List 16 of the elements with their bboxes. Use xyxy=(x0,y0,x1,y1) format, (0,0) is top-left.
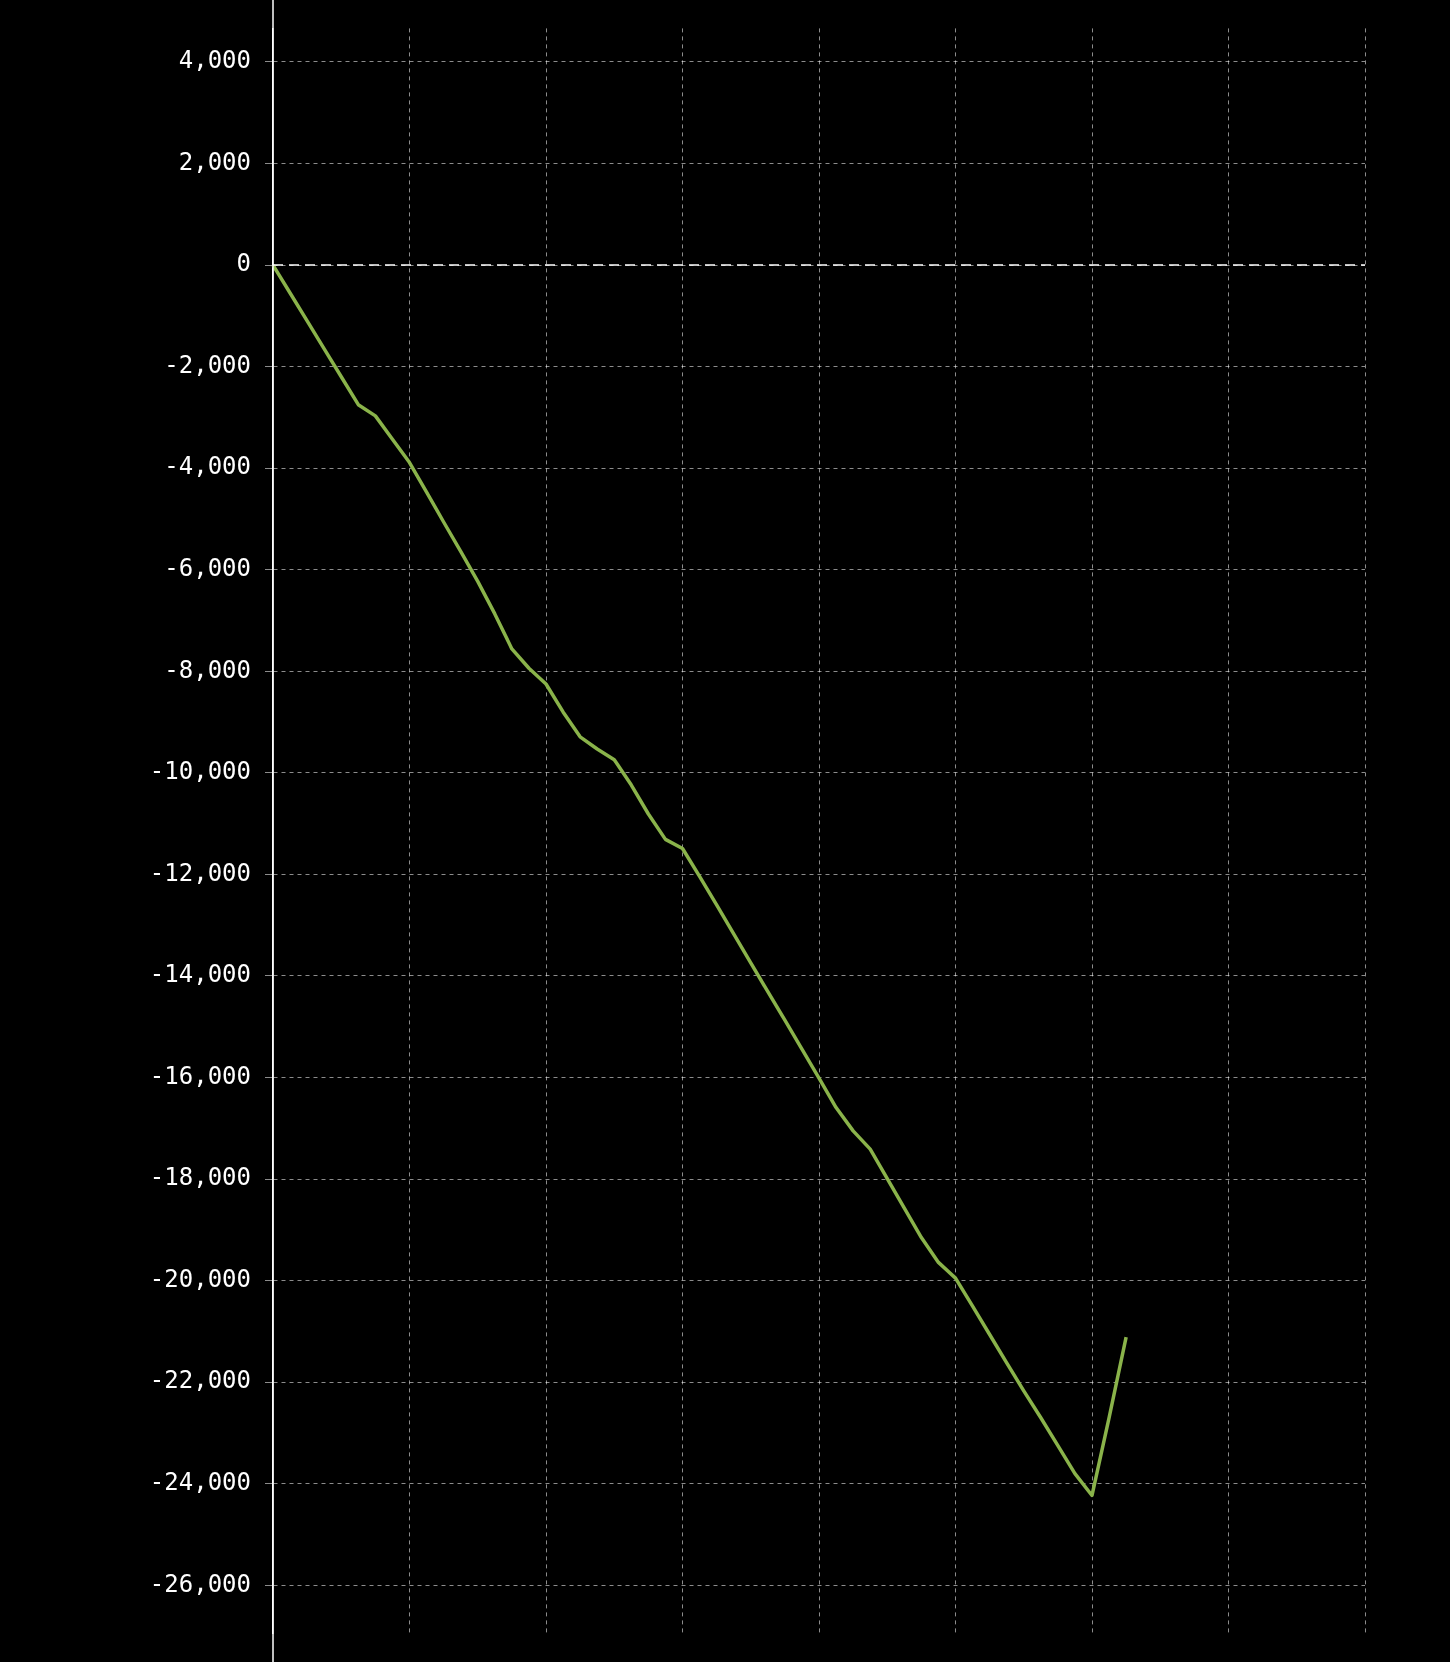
y-tick-label: -2,000 xyxy=(164,350,251,379)
y-tick-label: 2,000 xyxy=(178,147,251,176)
y-tick-label: -4,000 xyxy=(164,452,251,481)
y-tick-label: -26,000 xyxy=(149,1569,251,1598)
y-tick-label: -12,000 xyxy=(149,858,251,887)
y-tick-label: -20,000 xyxy=(149,1264,251,1293)
y-tick-label: -10,000 xyxy=(149,757,251,786)
y-tick-label: 0 xyxy=(236,249,251,278)
y-tick-label: -6,000 xyxy=(164,553,251,582)
y-tick-label: 4,000 xyxy=(178,46,251,75)
y-tick-label: -8,000 xyxy=(164,655,251,684)
y-tick-label: -24,000 xyxy=(149,1468,251,1497)
y-tick-label: -22,000 xyxy=(149,1366,251,1395)
y-tick-label: -14,000 xyxy=(149,960,251,989)
y-tick-label: -18,000 xyxy=(149,1163,251,1192)
y-tick-label: -16,000 xyxy=(149,1061,251,1090)
